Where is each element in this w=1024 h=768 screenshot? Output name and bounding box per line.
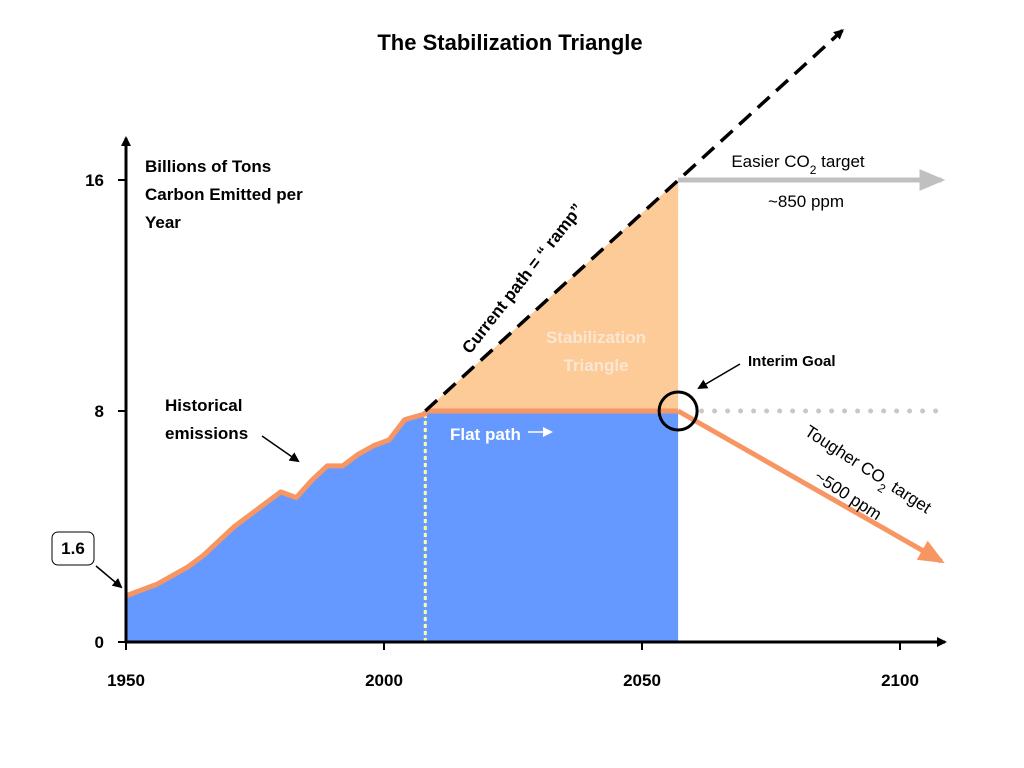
y-axis-label-line-2: Carbon Emitted per xyxy=(145,185,303,204)
interim-goal-circle xyxy=(657,390,699,432)
flat-path-label: Flat path xyxy=(450,425,521,444)
x-tick-label: 2000 xyxy=(365,671,403,690)
y-tick-label: 16 xyxy=(85,171,104,190)
x-tick-label: 1950 xyxy=(107,671,145,690)
start-value-label: 1.6 xyxy=(61,539,85,558)
interim-goal-label: Interim Goal xyxy=(748,353,836,370)
flat-path-area xyxy=(425,411,679,642)
chart-title: The Stabilization Triangle xyxy=(377,30,642,55)
axis-ticks: 1950 2000 2050 2100 0 8 16 xyxy=(85,171,919,690)
current-path-ramp-line xyxy=(424,29,844,413)
stabilization-triangle-area xyxy=(425,180,679,411)
y-tick-label: 8 xyxy=(95,402,104,421)
easier-target-label: Easier CO2 target xyxy=(731,152,865,177)
interim-goal-pointer xyxy=(697,363,741,390)
historical-emissions-label-2: emissions xyxy=(165,424,248,443)
start-value-box xyxy=(51,531,95,566)
stabilization-triangle-label-1: Stabilization xyxy=(546,328,646,347)
historical-emissions-area xyxy=(126,413,426,642)
stabilization-triangle-label-2: Triangle xyxy=(563,356,628,375)
x-tick-label: 2050 xyxy=(623,671,661,690)
tougher-target-arrow xyxy=(676,408,945,564)
start-value-pointer xyxy=(95,565,123,589)
historical-emissions-label-1: Historical xyxy=(165,396,242,415)
easier-ppm-label: ~850 ppm xyxy=(768,192,844,211)
historical-emissions-line xyxy=(125,411,428,599)
y-tick-label: 0 xyxy=(95,633,104,652)
y-axis-label-line-1: Billions of Tons xyxy=(145,157,271,176)
historical-emissions-pointer xyxy=(261,435,300,463)
x-tick-label: 2100 xyxy=(881,671,919,690)
y-axis-label-line-3: Year xyxy=(145,213,181,232)
